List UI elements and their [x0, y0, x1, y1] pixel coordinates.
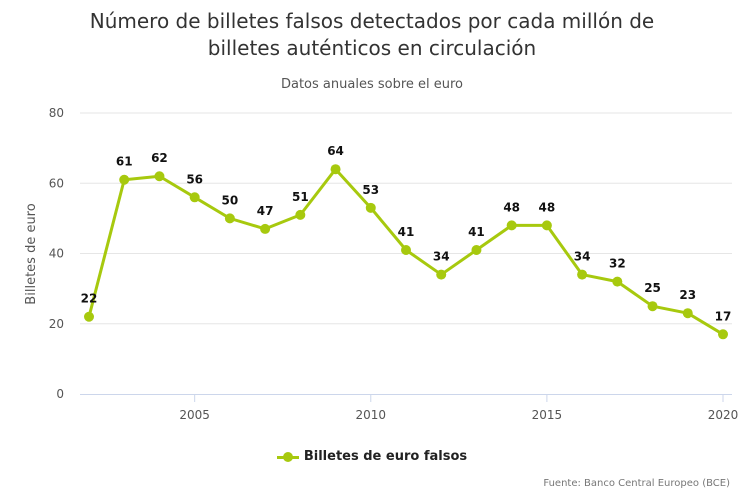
chart-title: Número de billetes falsos detectados por…: [0, 8, 744, 62]
data-point[interactable]: [612, 276, 623, 287]
data-label: 48: [539, 200, 556, 214]
data-point[interactable]: [436, 269, 447, 280]
source-credit: Fuente: Banco Central Europeo (BCE): [543, 478, 730, 489]
data-point[interactable]: [189, 192, 200, 203]
data-point[interactable]: [682, 308, 693, 319]
legend[interactable]: Billetes de euro falsos: [0, 449, 744, 464]
y-axis-label: Billetes de euro: [24, 203, 39, 304]
data-label: 41: [398, 225, 415, 239]
data-point[interactable]: [647, 301, 658, 312]
data-point[interactable]: [224, 213, 235, 224]
data-label: 64: [327, 144, 344, 158]
data-labels: 22 61 62 56 50 47 51 64 53 41 34 41 48 48 34 32 25 23 17: [81, 144, 732, 323]
legend-item-label[interactable]: Billetes de euro falsos: [303, 449, 468, 464]
data-point[interactable]: [506, 220, 517, 231]
data-label: 34: [433, 250, 450, 264]
data-point[interactable]: [471, 244, 482, 255]
legend-marker-icon: [276, 451, 299, 463]
x-tick-label: 2020: [708, 408, 739, 422]
data-point[interactable]: [295, 209, 306, 220]
data-label: 56: [186, 172, 203, 186]
x-tick-label: 2005: [179, 408, 210, 422]
series-layer: [84, 164, 728, 340]
data-label: 47: [257, 204, 274, 218]
data-point[interactable]: [154, 171, 165, 182]
data-label: 50: [222, 193, 239, 207]
data-label: 34: [574, 250, 591, 264]
chart-title-line-2: billetes auténticos en circulación: [207, 36, 537, 60]
data-label: 48: [503, 200, 520, 214]
data-label: 25: [644, 281, 661, 295]
data-label: 62: [151, 151, 168, 165]
y-tick-label: 20: [49, 317, 64, 331]
data-label: 23: [679, 288, 696, 302]
data-point[interactable]: [718, 329, 728, 340]
data-label: 22: [81, 292, 98, 306]
data-point[interactable]: [84, 311, 94, 322]
data-label: 61: [116, 155, 133, 169]
chart-title-line-1: Número de billetes falsos detectados por…: [89, 9, 655, 33]
y-tick-label: 40: [49, 247, 64, 261]
data-label: 17: [715, 309, 732, 323]
axes: 0 20 40 60 80 2005 2010 2015 2020: [49, 106, 739, 422]
data-label: 32: [609, 257, 626, 271]
y-tick-label: 80: [49, 106, 64, 120]
x-tick-label: 2010: [356, 408, 387, 422]
data-label: 53: [362, 183, 379, 197]
data-point[interactable]: [330, 164, 341, 175]
chart-subtitle: Datos anuales sobre el euro: [280, 77, 464, 92]
data-label: 51: [292, 190, 309, 204]
data-point[interactable]: [119, 174, 130, 185]
data-point[interactable]: [541, 220, 552, 231]
x-tick-label: 2015: [532, 408, 563, 422]
data-point[interactable]: [365, 202, 376, 213]
data-point[interactable]: [401, 244, 411, 255]
data-point[interactable]: [577, 269, 588, 280]
y-tick-label: 60: [49, 176, 64, 190]
data-label: 41: [468, 225, 485, 239]
y-tick-label: 0: [56, 387, 64, 401]
data-point[interactable]: [260, 223, 271, 234]
line-chart: 0 20 40 60 80 2005 2010 2015 2020 22 61 62 56 50 47 51…: [24, 106, 739, 422]
